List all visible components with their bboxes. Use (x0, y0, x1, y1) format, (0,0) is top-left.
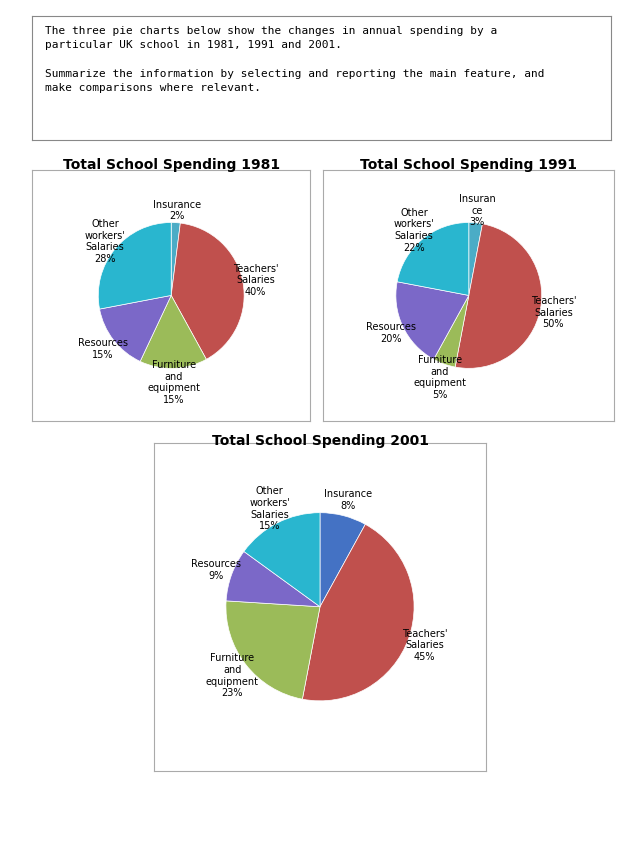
Wedge shape (171, 223, 180, 296)
Text: Teachers'
Salaries
40%: Teachers' Salaries 40% (233, 263, 278, 296)
Text: Insurance
2%: Insurance 2% (152, 199, 201, 221)
Wedge shape (99, 223, 172, 310)
Wedge shape (226, 552, 320, 607)
Text: Resources
9%: Resources 9% (191, 559, 241, 580)
Text: Insuran
ce
3%: Insuran ce 3% (458, 194, 495, 227)
Title: Total School Spending 2001: Total School Spending 2001 (211, 434, 429, 448)
Wedge shape (468, 223, 483, 296)
Wedge shape (172, 224, 244, 360)
Wedge shape (244, 513, 320, 607)
Title: Total School Spending 1991: Total School Spending 1991 (360, 158, 577, 172)
Wedge shape (397, 223, 469, 296)
Text: Other
workers'
Salaries
22%: Other workers' Salaries 22% (394, 208, 435, 252)
Wedge shape (455, 225, 541, 369)
Text: Other
workers'
Salaries
15%: Other workers' Salaries 15% (249, 486, 290, 531)
Text: Furniture
and
equipment
23%: Furniture and equipment 23% (206, 653, 259, 698)
Wedge shape (226, 602, 320, 699)
Wedge shape (302, 525, 414, 701)
Wedge shape (434, 296, 468, 367)
Title: Total School Spending 1981: Total School Spending 1981 (63, 158, 280, 172)
Text: Teachers'
Salaries
50%: Teachers' Salaries 50% (531, 296, 576, 329)
Text: Furniture
and
equipment
5%: Furniture and equipment 5% (413, 354, 466, 400)
Text: Other
workers'
Salaries
28%: Other workers' Salaries 28% (84, 219, 125, 263)
Wedge shape (320, 513, 365, 607)
Text: Resources
15%: Resources 15% (78, 338, 128, 360)
Wedge shape (396, 282, 468, 360)
Text: The three pie charts below show the changes in annual spending by a
particular U: The three pie charts below show the chan… (45, 26, 544, 93)
Text: Furniture
and
equipment
15%: Furniture and equipment 15% (147, 360, 200, 405)
Wedge shape (100, 296, 172, 362)
Wedge shape (140, 296, 206, 369)
Text: Teachers'
Salaries
45%: Teachers' Salaries 45% (402, 628, 447, 661)
Text: Insurance
8%: Insurance 8% (324, 489, 372, 510)
Text: Resources
20%: Resources 20% (366, 322, 416, 343)
